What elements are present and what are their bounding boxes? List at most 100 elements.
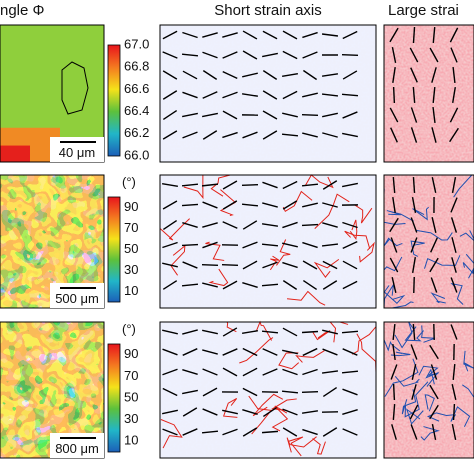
strain-axis [242,241,258,249]
strain-axis [262,52,278,58]
strain-axis [342,221,358,229]
strain-axis [322,386,338,398]
strain-axis [262,348,278,356]
strain-axis [242,30,258,40]
strain-axis [162,329,178,335]
colorbar-unit: (°) [122,174,136,189]
strain-axis [342,111,358,119]
strain-axis [241,93,259,97]
strain-axis [162,241,178,249]
strain-axis [182,389,198,395]
boundary [288,436,304,457]
boundary [314,193,350,229]
strain-axis [202,329,218,335]
colorbar-label: 66.8 [124,59,149,74]
strain-axis [392,403,396,421]
panel-frame [383,321,474,459]
boundary [450,282,464,305]
strain-axis [242,281,258,289]
strain-axis [282,30,298,40]
boundary [421,325,435,343]
strain-axis [341,330,359,334]
strain-axis [392,383,396,401]
strain-axis [162,409,178,415]
boundary [383,285,406,304]
strain-axis [322,329,338,335]
strain-axis [242,347,258,357]
strain-axis [222,348,238,356]
strain-axis [410,217,418,233]
strain-axis [162,262,178,268]
strain-axis [452,66,456,84]
strain-axis [202,130,218,140]
strain-axis [262,261,278,269]
boundary [424,394,435,412]
strain-axis [451,237,457,253]
strain-axis [412,176,416,194]
strain-axis [162,51,178,59]
strain-axis [410,127,418,143]
colorbar-label: 90 [124,199,138,214]
strain-axis [261,243,279,247]
strain-axis [430,364,438,380]
strain-axis [262,406,278,418]
boundary [405,408,424,425]
strain-axis [342,132,358,138]
strain-axis [282,327,298,337]
strain-axis [222,110,238,120]
colorbar-label: 30 [124,262,138,277]
strain-axis [411,197,417,213]
strain-axis [431,424,437,440]
boundary [462,384,474,399]
strain-axis [162,280,178,290]
strain-axis [392,176,396,194]
strain-axis [201,264,219,266]
boundary [430,292,446,304]
strain-axis [302,428,318,436]
strain-axis [222,51,238,59]
boundary [463,350,474,372]
strain-axis [429,257,439,273]
strain-axis [302,347,318,357]
strain-axis [450,47,458,63]
panel-frame [383,24,474,163]
boundary [426,412,455,422]
strain-axis [341,370,359,374]
panel-frame [159,24,377,163]
strain-axis [389,107,399,123]
strain-texture [384,322,474,458]
strain-axis [341,53,359,57]
strain-axis [261,223,279,227]
strain-axis [302,31,318,39]
colorbar [107,196,121,303]
strain-axis [342,30,358,40]
strain-axis [392,323,396,341]
strain-axis [182,70,198,80]
strain-axis [281,390,299,394]
boundary [344,230,371,249]
boundary [394,321,416,349]
strain-axis [341,93,359,97]
strain-axis [241,330,259,334]
strain-axis [431,67,437,83]
strain-axis [282,280,298,290]
strain-axis [452,403,456,421]
strain-axis [431,177,437,193]
strain-axis [322,348,338,356]
strain-axis [431,127,437,143]
strain-axis [411,256,417,274]
panel-frame [383,174,474,309]
header: ngle Φ [0,2,45,19]
boundary [394,376,420,387]
strain-axis [201,430,219,434]
boundary [286,290,326,306]
boundary [383,339,401,352]
strain-axis [322,260,338,270]
strain-axis [432,86,436,104]
strain-axis [392,86,396,104]
strain-axis [389,217,399,233]
boundary [252,393,284,417]
strain-axis [431,217,437,233]
header: Short strain axis [214,2,322,19]
strain-axis [202,32,218,38]
